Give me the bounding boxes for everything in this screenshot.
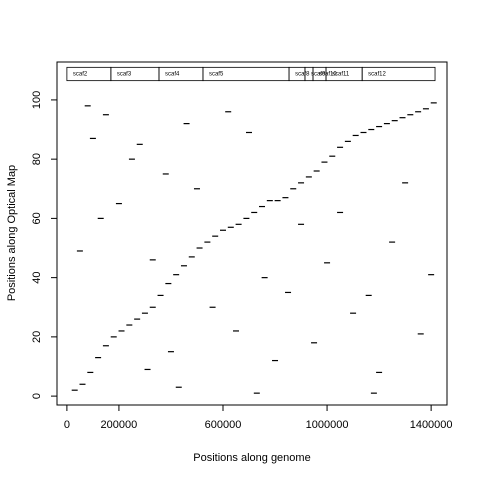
x-tick-label: 0 <box>64 419 70 431</box>
scaffold-label: scaf2 <box>73 72 88 78</box>
plot-frame <box>56 61 448 406</box>
x-tick-label: 200000 <box>101 419 138 431</box>
y-tick-label: 0 <box>31 393 43 399</box>
scaffold-box <box>361 66 436 82</box>
scaffold-label: scaf12 <box>368 72 386 78</box>
scaffold-label: scaf9 <box>311 72 326 78</box>
x-tick-label: 1000000 <box>306 419 349 431</box>
x-tick-label: 600000 <box>205 419 242 431</box>
y-tick-label: 40 <box>31 272 43 284</box>
scaffold-label: scaf11 <box>332 72 350 78</box>
y-tick-label: 20 <box>31 331 43 343</box>
scaffold-label: scaf4 <box>165 72 180 78</box>
x-axis-label: Positions along genome <box>193 452 310 464</box>
scaffold-label: scaf8 <box>295 72 310 78</box>
y-tick-label: 100 <box>31 91 43 109</box>
scaffold-label: scaf3 <box>117 72 132 78</box>
y-tick-label: 60 <box>31 212 43 224</box>
y-tick-label: 80 <box>31 153 43 165</box>
y-axis-label: Positions along Optical Map <box>6 165 18 301</box>
scaffold-label: scaf10 <box>319 72 337 78</box>
x-tick-label: 1400000 <box>410 419 453 431</box>
scaffold-label: scaf5 <box>209 72 224 78</box>
